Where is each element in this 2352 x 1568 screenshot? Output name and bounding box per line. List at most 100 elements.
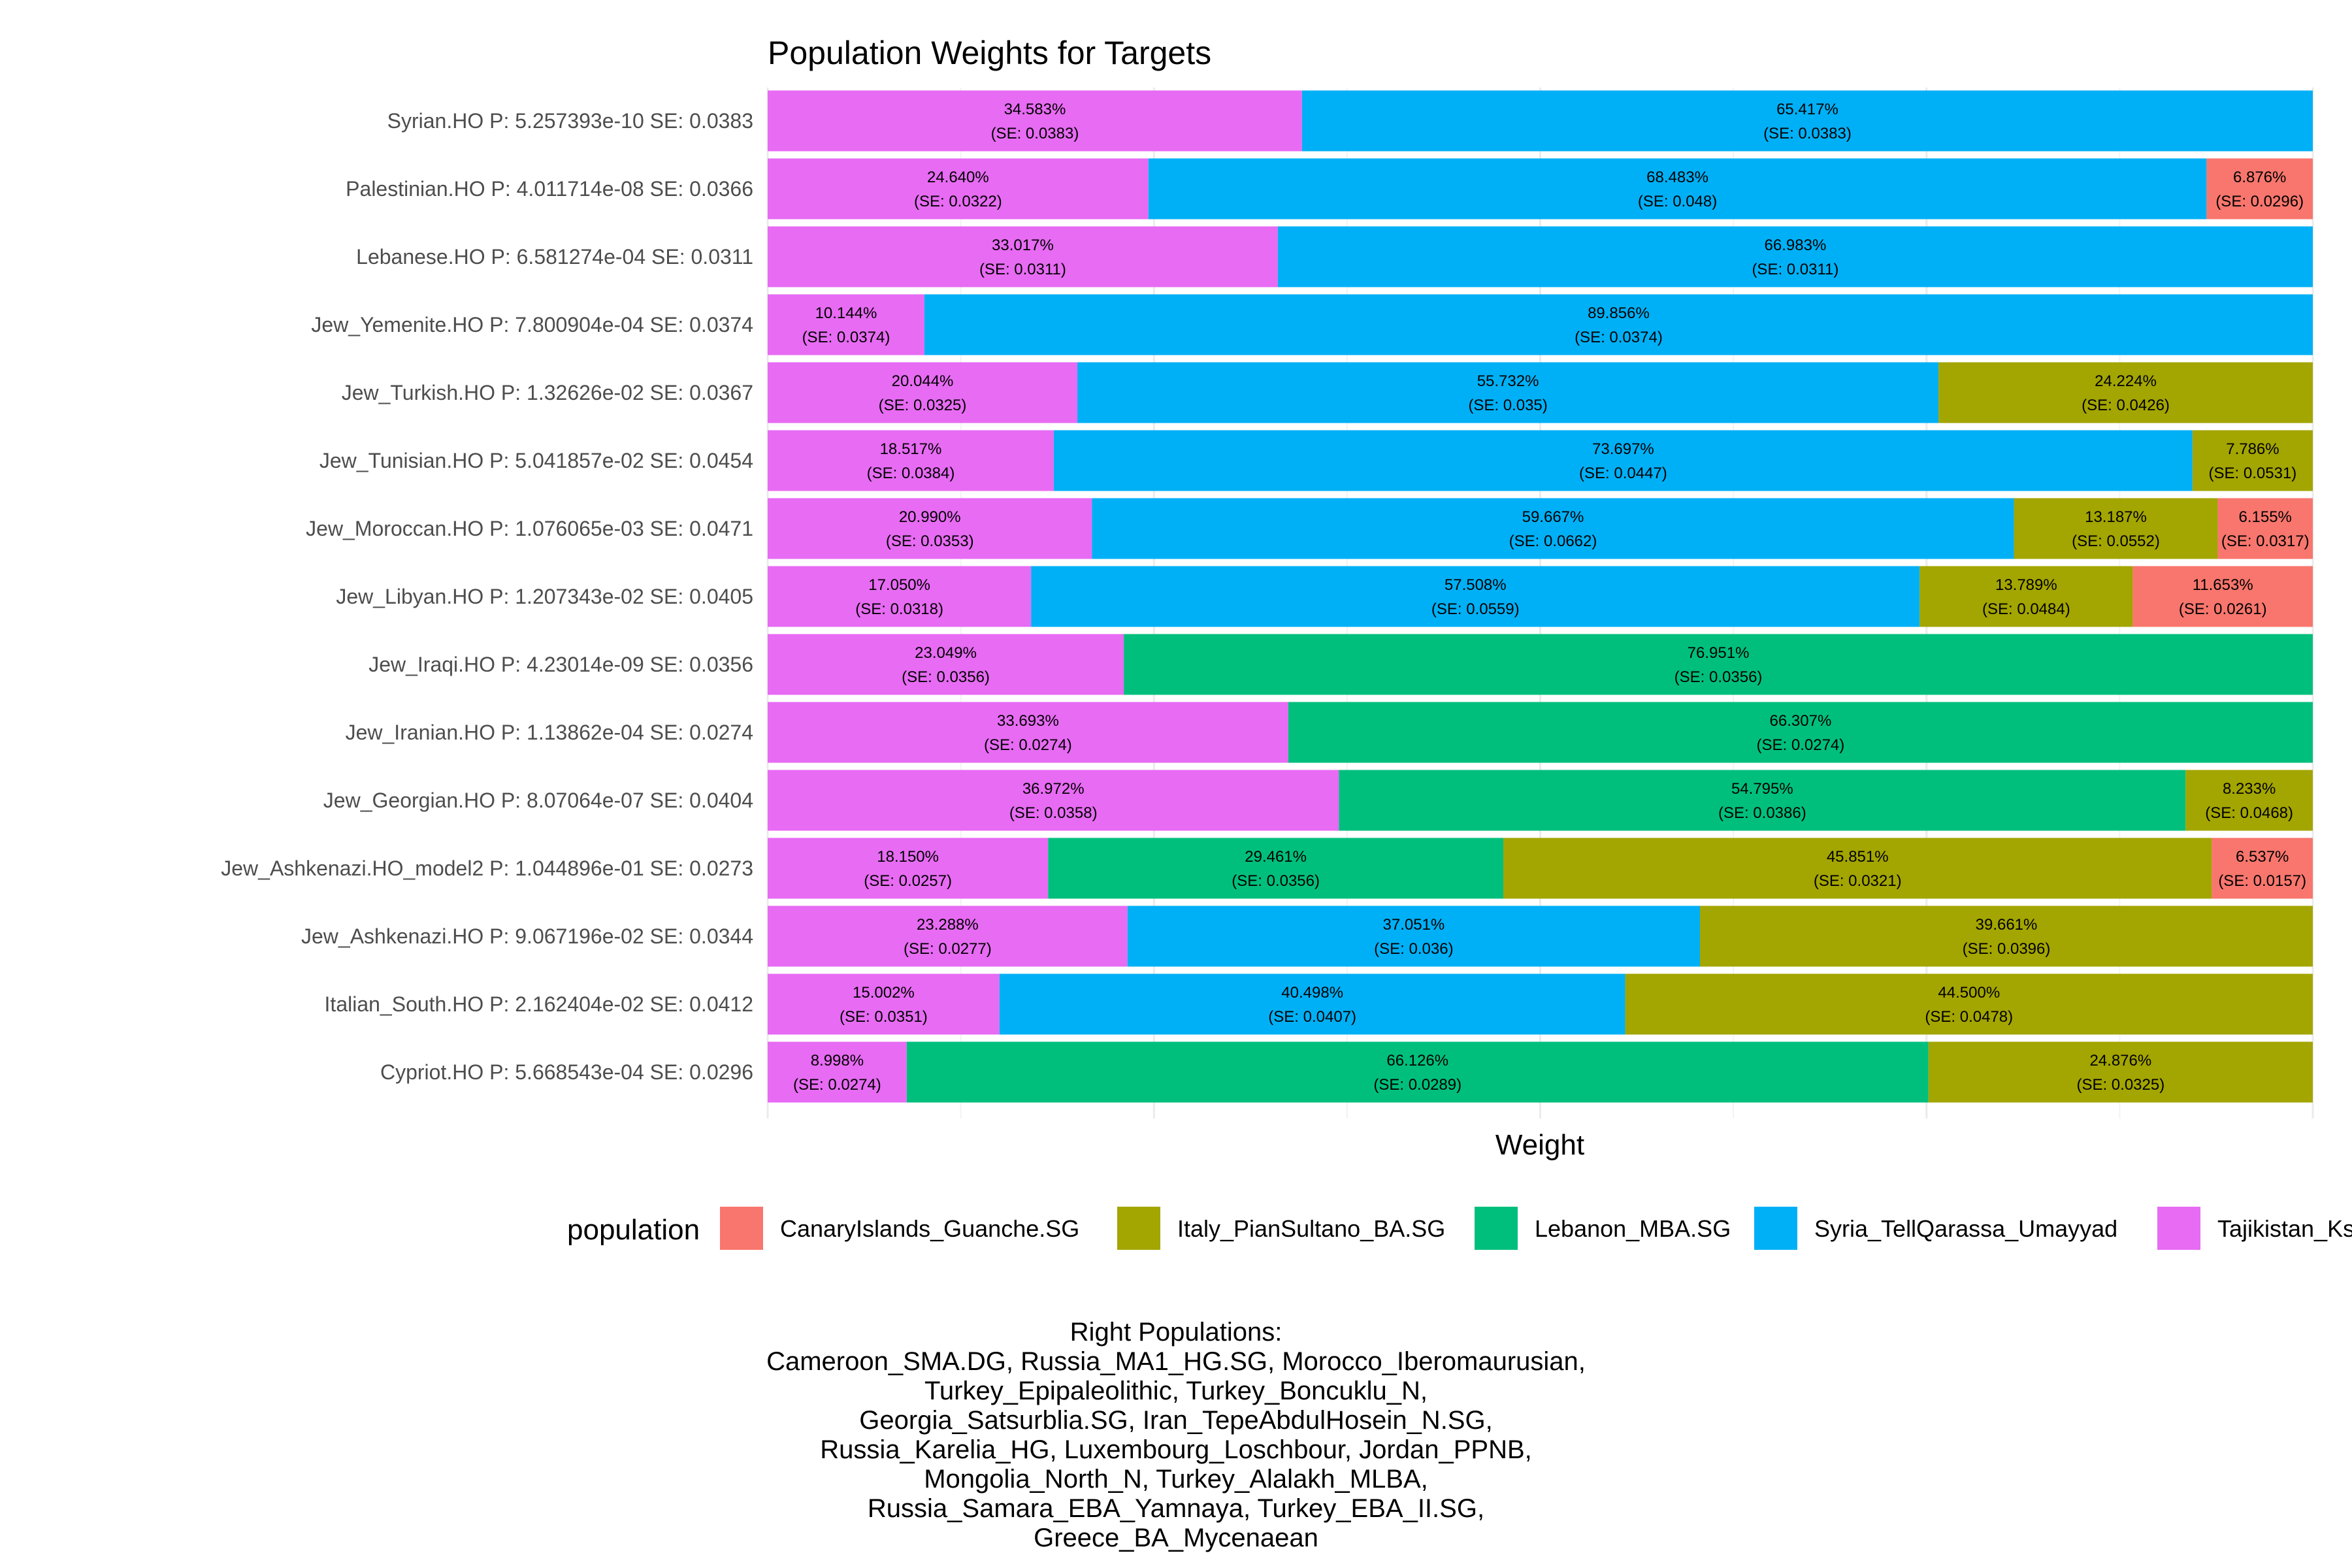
segment-percent-label: 6.876% bbox=[2233, 169, 2286, 186]
bar-segment bbox=[1148, 158, 2207, 220]
segment-se-label: (SE: 0.0322) bbox=[914, 193, 1002, 210]
segment-se-label: (SE: 0.0552) bbox=[2072, 532, 2160, 550]
segment-percent-label: 18.150% bbox=[877, 848, 939, 866]
caption-line: Georgia_Satsurblia.SG, Iran_TepeAbdulHos… bbox=[859, 1406, 1493, 1435]
bar-segment bbox=[1288, 702, 2313, 763]
segment-percent-label: 11.653% bbox=[2193, 576, 2253, 594]
bar-segment bbox=[1127, 906, 1701, 967]
bar-segment bbox=[768, 158, 1149, 220]
legend-key bbox=[1117, 1207, 1160, 1250]
legend-label: Tajikistan_Ks bbox=[2217, 1215, 2352, 1242]
bar-segment bbox=[1277, 226, 2313, 287]
caption-line: Turkey_Epipaleolithic, Turkey_Boncuklu_N… bbox=[924, 1377, 1428, 1405]
bar-segment bbox=[2206, 158, 2313, 220]
bar-segment bbox=[1503, 838, 2212, 899]
segment-se-label: (SE: 0.0374) bbox=[1575, 329, 1663, 346]
segment-percent-label: 39.661% bbox=[1976, 916, 2038, 934]
legend-key bbox=[1754, 1207, 1797, 1250]
y-tick-label: Jew_Ashkenazi.HO_model2 P: 1.044896e-01 … bbox=[221, 857, 753, 880]
segment-se-label: (SE: 0.048) bbox=[1638, 193, 1717, 210]
y-tick-label: Jew_Iraqi.HO P: 4.23014e-09 SE: 0.0356 bbox=[368, 653, 753, 676]
bar-segment bbox=[1700, 906, 2313, 967]
bar-segment bbox=[2185, 770, 2313, 831]
segment-se-label: (SE: 0.0274) bbox=[984, 736, 1072, 754]
segment-se-label: (SE: 0.0374) bbox=[802, 329, 890, 346]
segment-se-label: (SE: 0.0447) bbox=[1579, 465, 1667, 482]
segment-se-label: (SE: 0.0289) bbox=[1373, 1076, 1462, 1094]
caption-line: Greece_BA_Mycenaean bbox=[1034, 1524, 1318, 1552]
segment-percent-label: 23.049% bbox=[915, 644, 977, 662]
segment-se-label: (SE: 0.0296) bbox=[2215, 193, 2304, 210]
bar-segment bbox=[768, 634, 1124, 695]
legend: population CanaryIslands_Guanche.SG Italy… bbox=[567, 1207, 2352, 1250]
segment-se-label: (SE: 0.0468) bbox=[2205, 804, 2293, 822]
bar-segment bbox=[2212, 838, 2313, 899]
caption-line: Right Populations: bbox=[1070, 1318, 1282, 1347]
legend-key bbox=[1475, 1207, 1518, 1250]
segment-se-label: (SE: 0.0356) bbox=[902, 668, 990, 686]
bar-segment bbox=[768, 770, 1339, 831]
segment-se-label: (SE: 0.0311) bbox=[1752, 261, 1838, 278]
bar-segment bbox=[768, 430, 1054, 491]
bar-segment bbox=[1124, 634, 2313, 695]
segment-se-label: (SE: 0.035) bbox=[1468, 397, 1547, 414]
bar-segment bbox=[1077, 362, 1939, 423]
legend-label: Italy_PianSultano_BA.SG bbox=[1177, 1215, 1445, 1242]
segment-percent-label: 54.795% bbox=[1731, 780, 1793, 798]
bars bbox=[768, 90, 2313, 1103]
segment-percent-label: 23.288% bbox=[917, 916, 979, 934]
segment-percent-label: 8.233% bbox=[2223, 780, 2276, 798]
segment-se-label: (SE: 0.0257) bbox=[864, 872, 952, 890]
segment-percent-label: 8.998% bbox=[811, 1052, 864, 1070]
segment-labels: 34.583% (SE: 0.0383) 65.417% (SE: 0.0383) 24… bbox=[793, 101, 2310, 1094]
segment-percent-label: 65.417% bbox=[1776, 101, 1838, 118]
bar-segment bbox=[1625, 973, 2313, 1035]
bar-segment bbox=[1048, 838, 1504, 899]
segment-percent-label: 40.498% bbox=[1281, 984, 1343, 1002]
segment-percent-label: 6.537% bbox=[2236, 848, 2289, 866]
segment-percent-label: 89.856% bbox=[1588, 304, 1650, 322]
legend-label: CanaryIslands_Guanche.SG bbox=[780, 1215, 1079, 1242]
bar-segment bbox=[768, 90, 1302, 152]
segment-percent-label: 13.187% bbox=[2085, 508, 2147, 526]
segment-percent-label: 10.144% bbox=[815, 304, 877, 322]
bar-segment bbox=[768, 498, 1092, 559]
segment-se-label: (SE: 0.0353) bbox=[886, 532, 974, 550]
segment-se-label: (SE: 0.0484) bbox=[1982, 600, 2070, 618]
bar-segment bbox=[768, 294, 924, 355]
segment-se-label: (SE: 0.0478) bbox=[1925, 1008, 2013, 1026]
segment-se-label: (SE: 0.0277) bbox=[904, 940, 992, 958]
segment-se-label: (SE: 0.0356) bbox=[1674, 668, 1763, 686]
bar-segment bbox=[768, 702, 1288, 763]
segment-percent-label: 66.126% bbox=[1386, 1052, 1448, 1070]
legend-key bbox=[720, 1207, 763, 1250]
segment-percent-label: 20.044% bbox=[892, 372, 954, 390]
y-tick-label: Jew_Moroccan.HO P: 1.076065e-03 SE: 0.04… bbox=[306, 517, 753, 540]
segment-se-label: (SE: 0.0261) bbox=[2179, 600, 2267, 618]
y-tick-label: Jew_Tunisian.HO P: 5.041857e-02 SE: 0.04… bbox=[319, 449, 753, 472]
legend-label: Syria_TellQarassa_Umayyad bbox=[1814, 1215, 2117, 1242]
segment-se-label: (SE: 0.0274) bbox=[793, 1076, 881, 1094]
bar-segment bbox=[1301, 90, 2313, 152]
segment-percent-label: 20.990% bbox=[899, 508, 961, 526]
bar-segment bbox=[768, 226, 1278, 287]
bar-segment bbox=[768, 838, 1049, 899]
segment-se-label: (SE: 0.0396) bbox=[1963, 940, 2051, 958]
y-tick-label: Jew_Iranian.HO P: 1.13862e-04 SE: 0.0274 bbox=[346, 721, 753, 744]
bar-segment bbox=[768, 973, 1000, 1035]
segment-percent-label: 15.002% bbox=[853, 984, 915, 1002]
bar-segment bbox=[768, 906, 1128, 967]
legend-title: population bbox=[567, 1214, 700, 1246]
caption-line: Cameroon_SMA.DG, Russia_MA1_HG.SG, Moroc… bbox=[766, 1347, 1586, 1376]
bar-segment bbox=[2217, 498, 2313, 559]
segment-se-label: (SE: 0.0383) bbox=[1763, 125, 1852, 142]
y-tick-label: Jew_Georgian.HO P: 8.07064e-07 SE: 0.040… bbox=[323, 789, 753, 812]
segment-percent-label: 36.972% bbox=[1022, 780, 1085, 798]
bar-segment bbox=[1938, 362, 2313, 423]
segment-percent-label: 76.951% bbox=[1688, 644, 1750, 662]
segment-percent-label: 24.224% bbox=[2095, 372, 2157, 390]
segment-se-label: (SE: 0.0356) bbox=[1232, 872, 1320, 890]
bar-segment bbox=[2192, 430, 2313, 491]
segment-se-label: (SE: 0.036) bbox=[1374, 940, 1453, 958]
